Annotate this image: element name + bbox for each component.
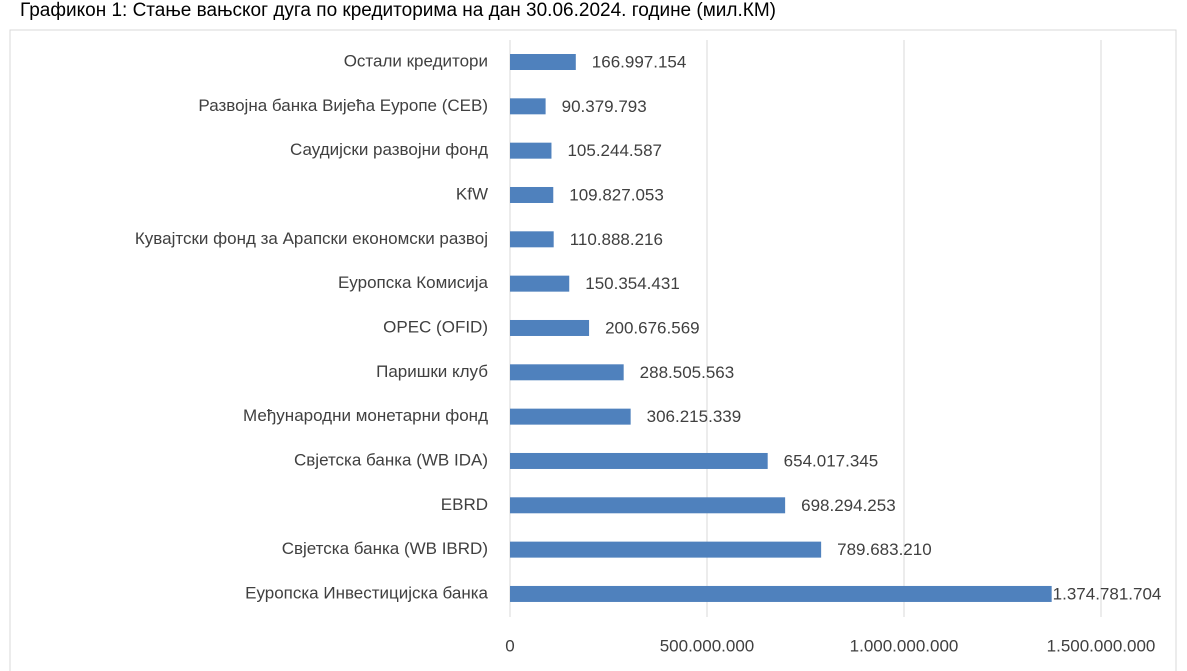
bar [510, 319, 590, 336]
value-label: 105.244.587 [567, 141, 662, 160]
value-label: 789.683.210 [837, 540, 932, 559]
chart-border [9, 29, 1177, 671]
y-tick-label: Еуропска Инвестицијска банка [245, 583, 488, 602]
y-tick-label: Међународни монетарни фонд [243, 406, 488, 425]
value-label: 150.354.431 [585, 274, 680, 293]
bar [510, 585, 1052, 602]
x-tick-label: 1.500.000.000 [1047, 636, 1156, 655]
value-label: 288.505.563 [640, 363, 735, 382]
bar [510, 452, 768, 469]
value-label: 698.294.253 [801, 496, 896, 515]
chart-title: Графикон 1: Стање вањског дуга по кредит… [20, 0, 776, 21]
bar [510, 231, 554, 248]
y-tick-label: Паришки клуб [376, 362, 488, 381]
bar [510, 98, 546, 115]
value-label: 110.888.216 [570, 230, 663, 249]
bar [510, 497, 786, 514]
y-tick-label: Саудијски развојни фонд [290, 140, 488, 159]
y-tick-label: EBRD [441, 495, 488, 514]
value-label: 1.374.781.704 [1053, 584, 1162, 603]
bar [510, 275, 570, 292]
y-tick-label: Кувајтски фонд за Арапски економски разв… [135, 229, 488, 248]
value-label: 200.676.569 [605, 318, 700, 337]
y-tick-label: Свјетска банка (WB IBRD) [282, 539, 488, 558]
y-tick-label: Свјетска банка (WB IDA) [294, 450, 488, 469]
y-tick-label: OPEC (OFID) [383, 317, 488, 336]
y-tick-label: Остали кредитори [344, 51, 488, 70]
bar [510, 541, 822, 558]
bar [510, 54, 576, 70]
value-label: 166.997.154 [592, 52, 687, 71]
y-tick-label: KfW [456, 184, 488, 203]
value-label: 90.379.793 [562, 97, 647, 116]
x-tick-label: 0 [505, 636, 514, 655]
bar [510, 142, 552, 159]
y-tick-label: Развојна банка Вијећа Еуропе (CEB) [198, 96, 488, 115]
value-label: 306.215.339 [647, 407, 742, 426]
bar [510, 186, 554, 203]
value-label: 654.017.345 [784, 451, 879, 470]
x-tick-label: 500.000.000 [660, 636, 755, 655]
x-tick-label: 1.000.000.000 [850, 636, 959, 655]
y-tick-label: Еуропска Комисија [338, 273, 489, 292]
bar [510, 408, 631, 425]
bar [510, 364, 624, 381]
value-label: 109.827.053 [569, 185, 664, 204]
